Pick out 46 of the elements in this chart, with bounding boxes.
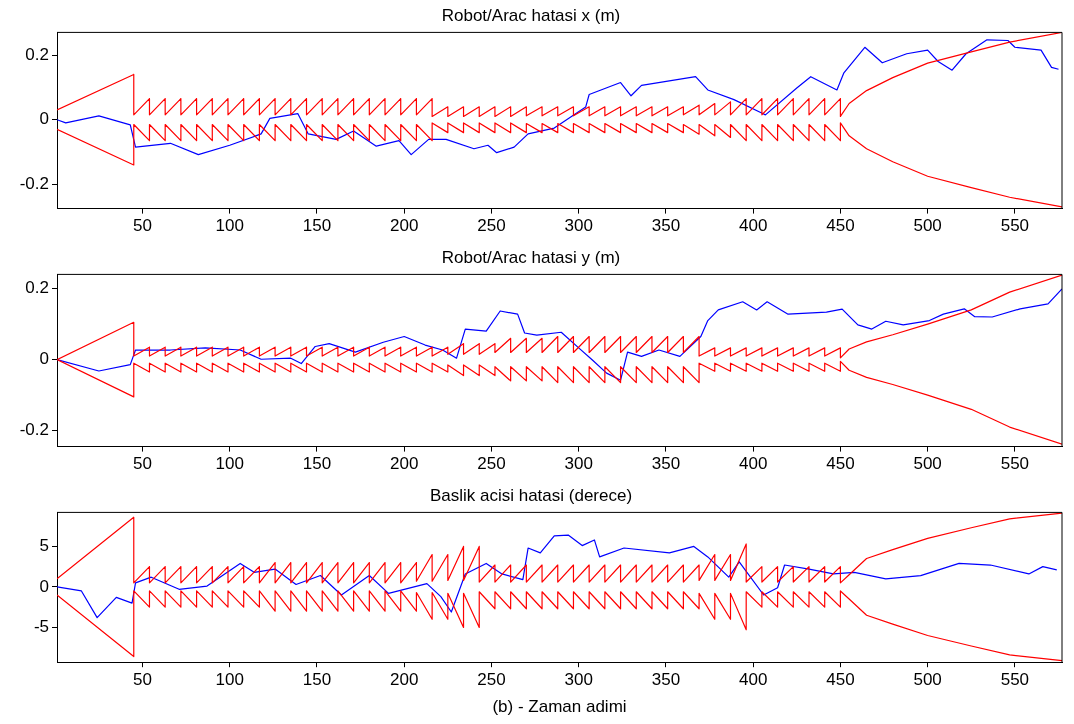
x-tick-label: 100 bbox=[215, 454, 244, 474]
y-tick-label: 0 bbox=[39, 576, 49, 596]
chart-title: Robot/Arac hatasi y (m) bbox=[441, 247, 621, 267]
y-tick-label: 5 bbox=[39, 536, 49, 556]
x-tick-label: 150 bbox=[302, 670, 332, 690]
y-tick-label: -0.2 bbox=[19, 174, 49, 194]
x-tick-label: 50 bbox=[133, 670, 152, 690]
x-tick-label: 500 bbox=[913, 216, 942, 236]
x-tick-label: 500 bbox=[913, 670, 942, 690]
x-tick-label: 50 bbox=[133, 454, 152, 474]
x-tick-label: 550 bbox=[1000, 454, 1030, 474]
y-tick-label: -0.2 bbox=[19, 420, 49, 440]
x-tick-label: 100 bbox=[215, 670, 244, 690]
x-tick-label: 300 bbox=[564, 454, 593, 474]
x-axis-title: (b) - Zaman adimi bbox=[492, 697, 627, 717]
x-tick-label: 450 bbox=[826, 216, 855, 236]
x-tick-label: 350 bbox=[651, 454, 681, 474]
x-tick-label: 450 bbox=[826, 670, 855, 690]
x-tick-label: 400 bbox=[738, 454, 768, 474]
x-tick-label: 200 bbox=[390, 216, 419, 236]
x-tick-label: 250 bbox=[477, 670, 506, 690]
y-tick-label: 0 bbox=[39, 109, 49, 129]
x-tick-label: 200 bbox=[390, 670, 419, 690]
x-tick-label: 550 bbox=[1000, 216, 1030, 236]
y-tick-label: 0.2 bbox=[25, 278, 49, 298]
x-tick-label: 250 bbox=[477, 454, 506, 474]
x-tick-label: 300 bbox=[564, 670, 593, 690]
x-tick-label: 350 bbox=[651, 670, 681, 690]
x-tick-label: 350 bbox=[651, 216, 681, 236]
y-tick-label: -5 bbox=[33, 617, 49, 637]
x-tick-label: 450 bbox=[826, 454, 855, 474]
y-tick-label: 0 bbox=[39, 349, 49, 369]
x-tick-label: 250 bbox=[477, 216, 506, 236]
chart-title: Robot/Arac hatasi x (m) bbox=[441, 5, 621, 25]
x-tick-label: 150 bbox=[302, 216, 332, 236]
x-tick-label: 200 bbox=[390, 454, 419, 474]
y-tick-label: 0.2 bbox=[25, 44, 49, 64]
chart-title: Baslik acisi hatasi (derece) bbox=[429, 485, 633, 505]
x-tick-label: 300 bbox=[564, 216, 593, 236]
x-tick-label: 50 bbox=[133, 216, 152, 236]
x-tick-label: 400 bbox=[738, 670, 768, 690]
x-tick-label: 500 bbox=[913, 454, 942, 474]
x-tick-label: 150 bbox=[302, 454, 332, 474]
x-tick-label: 400 bbox=[738, 216, 768, 236]
x-tick-label: 100 bbox=[215, 216, 244, 236]
x-tick-label: 550 bbox=[1000, 670, 1030, 690]
